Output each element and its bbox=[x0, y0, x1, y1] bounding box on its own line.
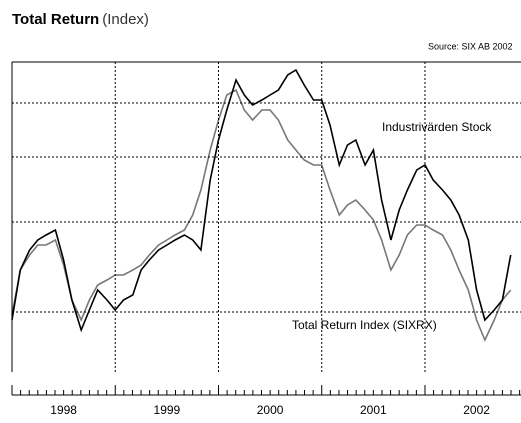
x-tick-label: 2000 bbox=[257, 403, 284, 417]
annotation: Industrivärden Stock bbox=[382, 120, 492, 134]
chart-title: Total Return (Index) bbox=[12, 11, 149, 28]
annotation: Total Return Index (SIXRX) bbox=[292, 318, 437, 332]
series-line bbox=[11, 68, 512, 333]
title: Total Return bbox=[12, 11, 99, 28]
x-tick-label: 2002 bbox=[463, 403, 490, 417]
series-line bbox=[11, 88, 512, 342]
source: Source: SIX AB 2002 bbox=[428, 41, 513, 51]
x-tick-label: 1998 bbox=[50, 403, 77, 417]
x-tick-label: 1999 bbox=[154, 403, 181, 417]
subtitle: (Index) bbox=[102, 11, 149, 28]
x-tick-label: 2001 bbox=[360, 403, 387, 417]
